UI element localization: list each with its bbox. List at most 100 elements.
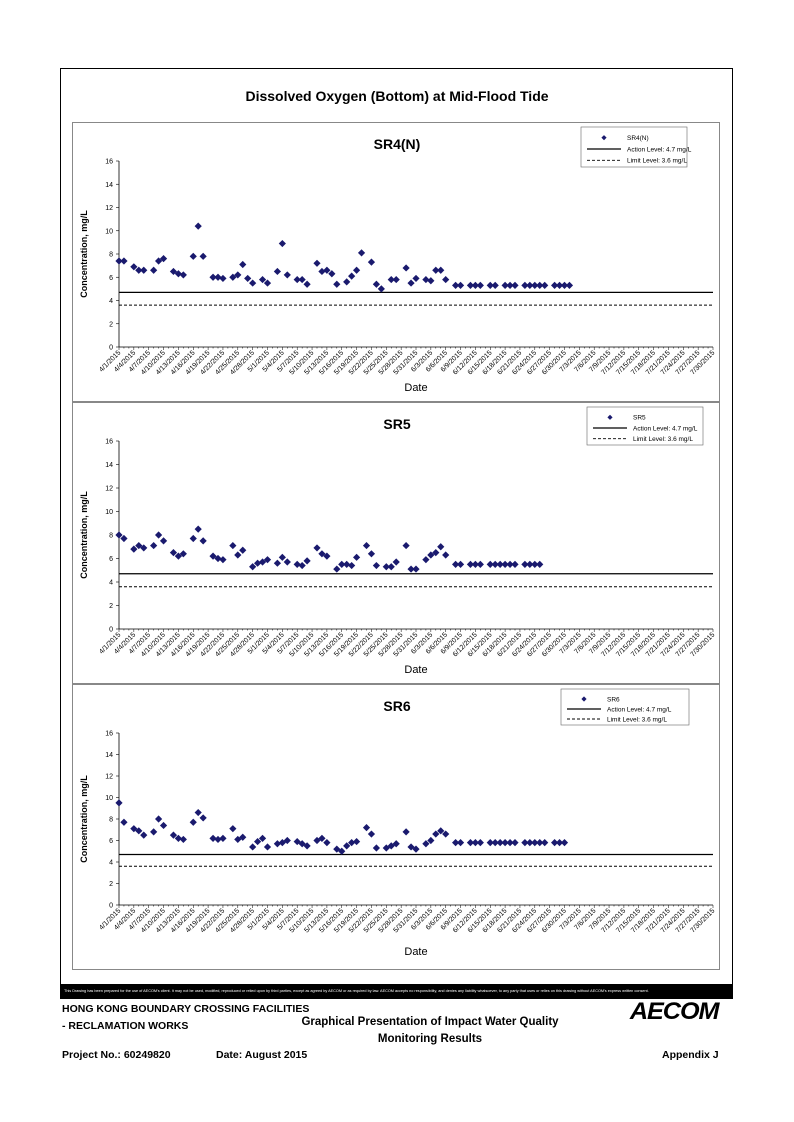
data-point <box>249 279 257 287</box>
data-point <box>199 814 207 822</box>
legend-label: Action Level: 4.7 mg/L <box>633 425 698 432</box>
drawing-frame <box>60 68 733 999</box>
data-point <box>560 839 569 847</box>
data-point <box>229 273 237 281</box>
data-point <box>531 560 539 568</box>
data-point <box>169 831 178 839</box>
data-point <box>298 561 306 570</box>
data-point <box>199 537 207 545</box>
data-point <box>452 560 460 568</box>
project-name-line1: HONG KONG BOUNDARY CROSSING FACILITIES <box>62 1003 310 1015</box>
x-axis-label: Date <box>404 946 427 958</box>
data-point <box>456 560 465 568</box>
y-tick-label: 0 <box>109 627 113 634</box>
data-point <box>318 267 326 276</box>
data-point <box>140 831 148 839</box>
data-point <box>348 839 356 847</box>
data-point <box>437 543 445 551</box>
data-point <box>536 560 544 568</box>
data-point <box>496 839 504 847</box>
y-tick-label: 2 <box>109 603 113 610</box>
data-point <box>159 537 168 545</box>
chart-panel-sr5: SR5 0 2 4 6 8 10 12 14 16 Concentration, mg/L 4/1/2… <box>72 402 720 684</box>
y-tick-label: 14 <box>105 182 113 189</box>
data-point <box>531 281 539 289</box>
data-point <box>283 558 291 566</box>
data-point <box>486 281 494 289</box>
data-point <box>466 281 475 289</box>
data-point <box>541 281 549 289</box>
legend-label: Limit Level: 3.6 mg/L <box>627 158 687 165</box>
data-point <box>179 271 187 279</box>
data-point <box>471 281 479 289</box>
data-point <box>323 839 331 847</box>
data-point <box>511 281 519 289</box>
data-point <box>452 281 460 289</box>
data-point <box>333 280 341 288</box>
data-point <box>392 558 400 566</box>
data-point <box>437 266 445 274</box>
data-point <box>402 541 410 550</box>
data-point <box>328 270 336 278</box>
data-point <box>169 549 178 557</box>
data-point <box>402 828 410 836</box>
legend-marker <box>581 696 587 702</box>
data-point <box>466 560 475 568</box>
data-point <box>229 541 237 550</box>
data-point <box>392 275 400 284</box>
y-tick-label: 14 <box>105 462 113 469</box>
legend-label: SR5 <box>633 415 646 422</box>
chart-title: SR4(N) <box>374 136 421 152</box>
data-point <box>362 541 371 550</box>
y-tick-label: 4 <box>109 860 113 867</box>
data-point <box>273 267 281 276</box>
y-tick-label: 2 <box>109 881 113 888</box>
y-tick-label: 8 <box>109 817 113 824</box>
legend-label: Action Level: 4.7 mg/L <box>607 706 672 713</box>
data-point <box>377 285 385 293</box>
y-tick-label: 10 <box>105 509 113 516</box>
data-point <box>234 551 242 559</box>
data-point <box>422 275 430 284</box>
y-tick-label: 6 <box>109 275 113 282</box>
data-point <box>501 281 509 289</box>
data-point <box>476 839 484 847</box>
data-point <box>387 275 395 284</box>
data-point <box>486 560 494 568</box>
x-axis-label: Date <box>404 664 427 676</box>
data-point <box>491 281 499 289</box>
drawing-title-line2: Monitoring Results <box>377 1033 483 1045</box>
data-point <box>219 274 227 283</box>
data-point <box>263 556 272 564</box>
data-point <box>219 556 227 564</box>
data-point <box>263 279 272 287</box>
legend-label: Limit Level: 3.6 mg/L <box>633 436 693 443</box>
y-axis-label: Concentration, mg/L <box>79 210 89 298</box>
data-point <box>303 280 311 288</box>
y-tick-label: 12 <box>105 205 113 212</box>
data-point <box>476 560 484 568</box>
data-point <box>536 281 544 289</box>
data-point <box>452 839 460 847</box>
chart-panel-sr6: SR6 0 2 4 6 8 10 12 14 16 Concentration, mg/L 4/1/2… <box>72 684 720 970</box>
data-point <box>293 560 301 568</box>
chart-title: SR5 <box>383 416 410 432</box>
page-title: Dissolved Oxygen (Bottom) at Mid-Flood T… <box>245 88 549 104</box>
data-point <box>150 828 158 836</box>
y-tick-label: 16 <box>105 159 113 166</box>
legend-box <box>586 406 704 446</box>
data-point <box>427 551 435 559</box>
drawing-title-line1: Graphical Presentation of Impact Water Q… <box>301 1016 559 1028</box>
y-tick-label: 4 <box>109 298 113 305</box>
data-point <box>506 560 514 568</box>
data-point <box>313 259 321 267</box>
data-point <box>402 264 410 272</box>
legend: SR5 Action Level: 4.7 mg/L Limit Level: 3.… <box>586 406 704 446</box>
data-point <box>194 222 202 230</box>
data-point <box>249 843 257 851</box>
data-point <box>491 560 499 568</box>
data-point <box>333 565 341 573</box>
data-point <box>506 281 514 289</box>
